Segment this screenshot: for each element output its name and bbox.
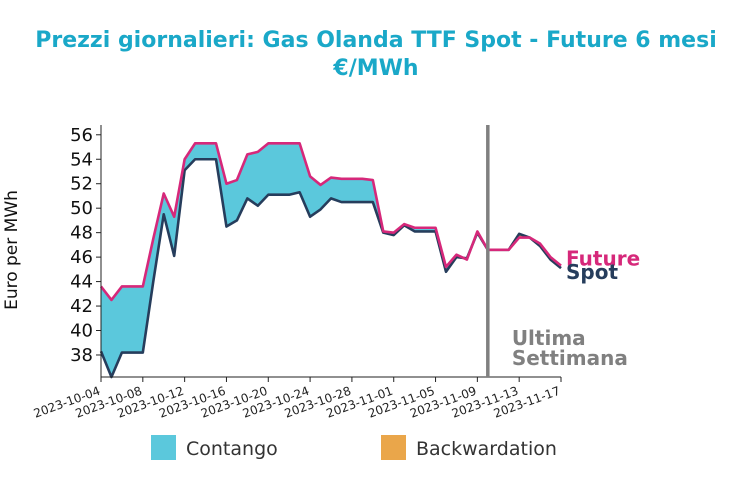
chart-title: Prezzi giornalieri: Gas Olanda TTF Spot … — [35, 28, 717, 53]
x-ticks: 2023-10-042023-10-082023-10-122023-10-16… — [32, 377, 562, 421]
legend-label-backwardation: Backwardation — [416, 438, 557, 460]
annotation-ultima: Ultima — [512, 326, 586, 350]
legend-swatch-contango — [151, 435, 176, 460]
chart-subtitle: €/MWh — [332, 56, 418, 81]
series-line-future — [99, 142, 562, 302]
contango-area — [101, 143, 561, 377]
y-tick-label: 48 — [70, 223, 93, 244]
y-tick-label: 56 — [70, 125, 93, 146]
legend-swatch-backwardation — [381, 435, 406, 460]
y-tick-label: 54 — [70, 149, 93, 170]
line-layer — [99, 142, 562, 379]
legend-label-contango: Contango — [186, 438, 278, 460]
series-label-spot: Spot — [566, 260, 618, 284]
y-axis-label: Euro per MWh — [2, 190, 22, 310]
y-tick-label: 52 — [70, 174, 93, 195]
y-tick-label: 44 — [70, 272, 93, 293]
axes — [100, 125, 561, 378]
y-tick-label: 42 — [70, 296, 93, 317]
y-tick-label: 38 — [70, 345, 93, 366]
y-tick-label: 40 — [70, 321, 93, 342]
y-ticks: 38 40 42 44 46 48 50 52 54 56 — [70, 125, 101, 366]
series-label-future: Future — [566, 247, 640, 271]
y-tick-label: 46 — [70, 247, 93, 268]
annotation-settimana: Settimana — [512, 346, 628, 370]
y-tick-label: 50 — [70, 198, 93, 219]
